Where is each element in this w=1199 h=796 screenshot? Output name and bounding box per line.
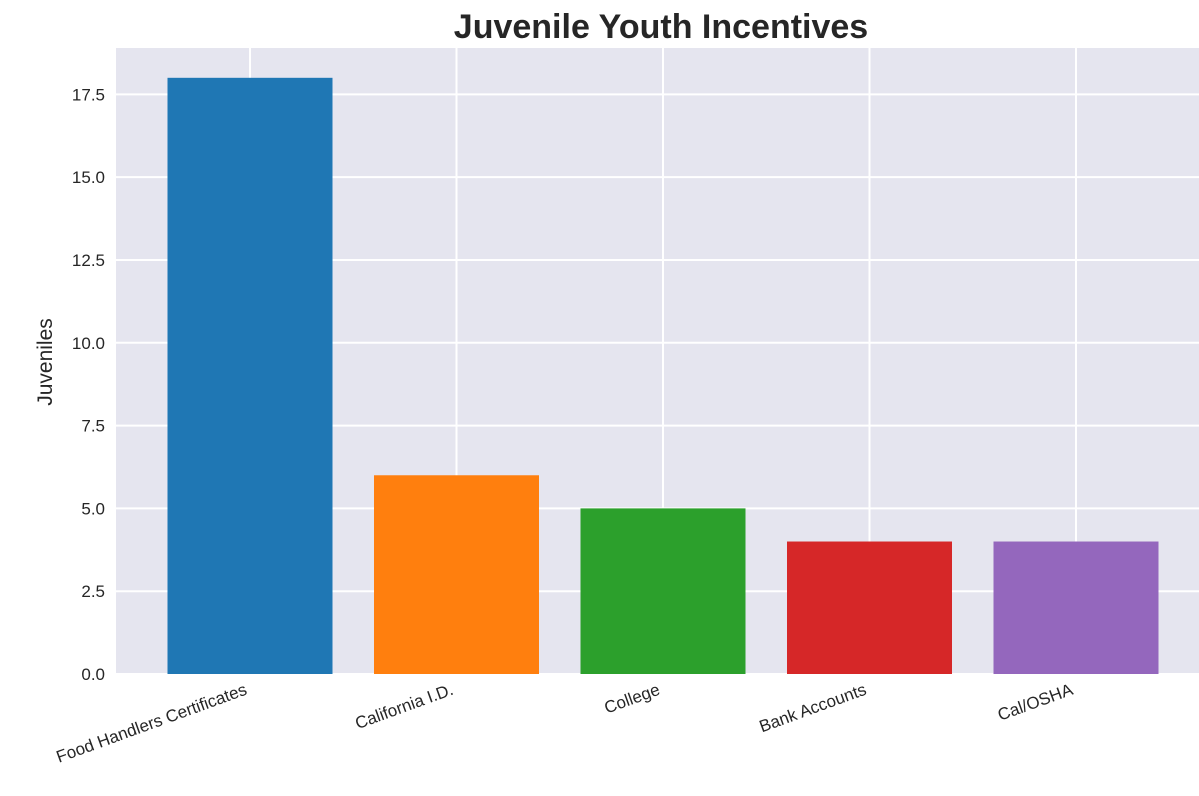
- y-tick-label: 17.5: [72, 85, 105, 104]
- x-tick-label: Cal/OSHA: [995, 680, 1076, 725]
- bar: [167, 77, 333, 675]
- chart-title: Juvenile Youth Incentives: [454, 8, 868, 46]
- x-axis-ticks: Food Handlers Certificates California I.D…: [54, 680, 1076, 767]
- x-tick-label: College: [602, 680, 663, 718]
- x-tick-label: Bank Accounts: [757, 680, 869, 736]
- y-tick-label: 7.5: [81, 417, 105, 436]
- y-tick-label: 2.5: [81, 582, 105, 601]
- bar: [993, 541, 1159, 674]
- y-tick-label: 5.0: [81, 499, 105, 518]
- bar: [374, 475, 539, 674]
- y-axis-ticks: 0.0 2.5 5.0 7.5 10.0 12.5 15.0 17.5: [72, 85, 105, 684]
- x-tick-label: Food Handlers Certificates: [54, 680, 250, 767]
- bar: [787, 541, 952, 674]
- bar: [580, 508, 746, 674]
- y-tick-label: 15.0: [72, 168, 105, 187]
- y-axis-label: Juveniles: [34, 318, 57, 406]
- y-tick-label: 12.5: [72, 251, 105, 270]
- y-tick-label: 10.0: [72, 334, 105, 353]
- x-tick-label: California I.D.: [353, 680, 456, 733]
- bars: [167, 77, 1159, 675]
- y-tick-label: 0.0: [81, 665, 105, 684]
